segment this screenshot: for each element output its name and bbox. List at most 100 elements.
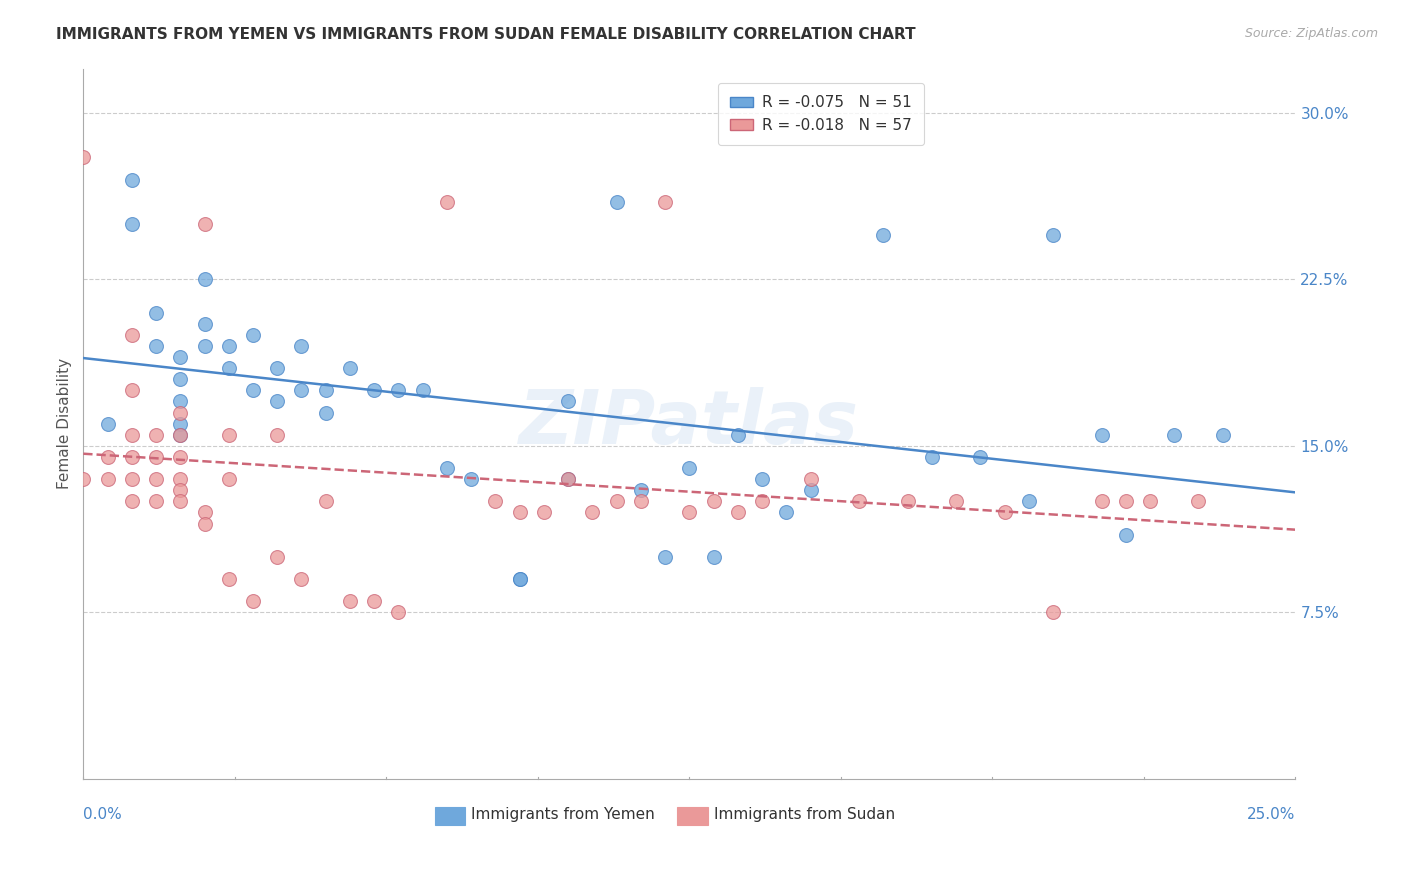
Point (145, 472, 167, 486)
Point (266, 361, 288, 376)
Point (509, 506, 531, 520)
Point (121, 450, 143, 464)
Point (193, 339, 215, 353)
Point (218, 572, 240, 586)
Point (121, 217, 143, 231)
Point (1212, 427, 1234, 442)
Point (169, 450, 191, 464)
Point (557, 472, 579, 486)
Point (630, 494, 652, 508)
Point (121, 472, 143, 486)
Point (96, 417, 118, 431)
Point (96, 450, 118, 464)
Point (727, 427, 749, 442)
Point (193, 506, 215, 520)
Point (1042, 227, 1064, 242)
Point (193, 317, 215, 331)
Point (436, 194, 458, 209)
Point (169, 483, 191, 498)
Point (290, 572, 312, 586)
Point (557, 472, 579, 486)
Point (678, 461, 700, 475)
Point (1139, 494, 1161, 508)
Point (169, 406, 191, 420)
Point (872, 227, 894, 242)
Point (145, 450, 167, 464)
Point (727, 506, 749, 520)
Point (193, 516, 215, 531)
Point (1115, 494, 1137, 508)
Point (678, 506, 700, 520)
Point (169, 372, 191, 386)
Point (145, 306, 167, 320)
Y-axis label: Female Disability: Female Disability (58, 358, 72, 489)
Point (630, 483, 652, 498)
Point (218, 472, 240, 486)
Point (654, 549, 676, 564)
Text: Immigrants from Sudan: Immigrants from Sudan (714, 807, 894, 822)
Point (654, 194, 676, 209)
Point (193, 217, 215, 231)
Point (169, 417, 191, 431)
Bar (678, 807, 707, 825)
Point (848, 494, 870, 508)
Point (266, 394, 288, 409)
Point (218, 361, 240, 376)
Point (121, 172, 143, 186)
Point (121, 427, 143, 442)
Point (703, 549, 725, 564)
Point (387, 384, 409, 398)
Point (751, 494, 773, 508)
Point (460, 472, 482, 486)
Point (169, 472, 191, 486)
Point (921, 450, 943, 464)
Point (751, 472, 773, 486)
Point (509, 572, 531, 586)
Point (169, 427, 191, 442)
Point (145, 339, 167, 353)
Point (363, 384, 385, 398)
Point (945, 494, 967, 508)
Point (339, 361, 361, 376)
Point (509, 572, 531, 586)
Point (218, 427, 240, 442)
Point (387, 605, 409, 619)
Point (703, 494, 725, 508)
Point (896, 494, 918, 508)
Point (969, 450, 991, 464)
Text: IMMIGRANTS FROM YEMEN VS IMMIGRANTS FROM SUDAN FEMALE DISABILITY CORRELATION CHA: IMMIGRANTS FROM YEMEN VS IMMIGRANTS FROM… (56, 27, 915, 42)
Point (775, 506, 797, 520)
Point (1018, 494, 1040, 508)
Point (363, 594, 385, 608)
Point (242, 384, 264, 398)
Point (1042, 605, 1064, 619)
Point (145, 494, 167, 508)
Point (72, 472, 94, 486)
Point (266, 549, 288, 564)
Text: 25.0%: 25.0% (1247, 807, 1295, 822)
Point (412, 384, 434, 398)
Point (339, 594, 361, 608)
Point (121, 384, 143, 398)
Point (315, 384, 337, 398)
Point (1115, 527, 1137, 541)
Point (145, 427, 167, 442)
Point (169, 494, 191, 508)
Point (218, 339, 240, 353)
Point (169, 427, 191, 442)
Point (315, 494, 337, 508)
Text: Source: ZipAtlas.com: Source: ZipAtlas.com (1244, 27, 1378, 40)
Point (1163, 427, 1185, 442)
Text: 0.0%: 0.0% (83, 807, 122, 822)
Text: ZIPatlas: ZIPatlas (519, 387, 859, 460)
Point (800, 483, 823, 498)
Point (242, 594, 264, 608)
Point (242, 327, 264, 342)
Bar (434, 807, 465, 825)
Point (121, 494, 143, 508)
Point (993, 506, 1015, 520)
Point (1187, 494, 1209, 508)
Point (557, 394, 579, 409)
Point (606, 494, 628, 508)
Point (121, 327, 143, 342)
